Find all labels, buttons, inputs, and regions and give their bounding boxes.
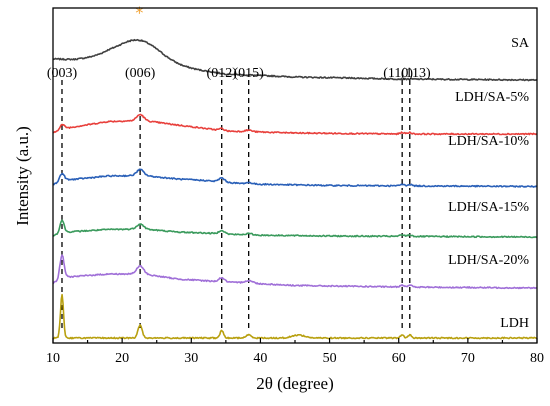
- series-line-0: [52, 38, 538, 82]
- series-line-2: [52, 168, 538, 188]
- peak-label-5: (113): [401, 66, 431, 81]
- series-line-1: [52, 113, 538, 136]
- x-tick-label-1: 20: [115, 351, 129, 366]
- x-tick-label-2: 30: [184, 351, 198, 366]
- series-line-4: [52, 254, 538, 290]
- series-labels: SA LDH/SA-5% LDH/SA-10% LDH/SA-15% LDH/SA-20…: [448, 36, 530, 331]
- series-line-3: [52, 219, 538, 239]
- series-label-5: LDH: [500, 316, 529, 331]
- series-curves: [52, 38, 538, 340]
- peak-labels: (003) (006) (012)(015) (110)(113): [47, 66, 431, 81]
- series-label-0: SA: [511, 36, 530, 51]
- x-tick-label-7: 80: [530, 351, 544, 366]
- peak-label-1: (006): [125, 66, 156, 81]
- peak-label-0: (003): [47, 66, 78, 81]
- x-axis-title: 2θ (degree): [256, 374, 334, 393]
- x-tick-label-6: 70: [461, 351, 475, 366]
- x-tick-label-5: 60: [392, 351, 406, 366]
- peak-label-2: (012): [207, 66, 238, 81]
- peak-reference-lines: [61, 80, 411, 331]
- series-label-3: LDH/SA-15%: [448, 200, 529, 215]
- series-label-1: LDH/SA-5%: [455, 90, 529, 105]
- marker-layer: *: [135, 3, 143, 22]
- series-label-2: LDH/SA-10%: [448, 134, 529, 149]
- star-marker-icon: *: [135, 3, 143, 22]
- x-tick-label-4: 50: [323, 351, 337, 366]
- peak-label-4: (110): [383, 66, 413, 81]
- series-line-5: [52, 293, 538, 340]
- x-tick-label-3: 40: [253, 351, 267, 366]
- series-label-4: LDH/SA-20%: [448, 253, 529, 268]
- x-axis-ticks: 10 20 30 40 50 60 70 80: [46, 338, 544, 366]
- y-axis-title: Intensity (a.u.): [13, 126, 32, 226]
- x-tick-label-0: 10: [46, 351, 60, 366]
- peak-label-3: (015): [234, 66, 265, 81]
